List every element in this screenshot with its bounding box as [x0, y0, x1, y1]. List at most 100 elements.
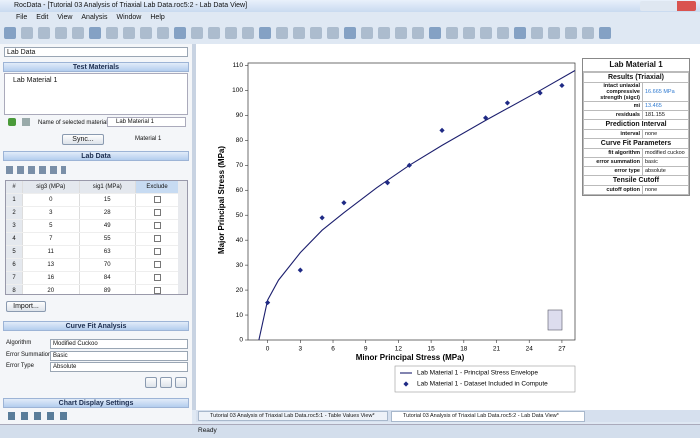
display-tools[interactable]	[8, 412, 68, 420]
tab[interactable]: Tutorial 03 Analysis of Triaxial Lab Dat…	[391, 411, 585, 422]
x-tick-label: 15	[428, 346, 436, 353]
toolbar-button[interactable]	[174, 27, 186, 39]
checkbox[interactable]	[153, 273, 161, 281]
section-header[interactable]: Test Materials	[3, 62, 189, 72]
field-label: Error Type	[6, 363, 34, 369]
section-row: Curve Fit Parameters	[583, 138, 689, 149]
toolbar-button[interactable]	[21, 27, 33, 39]
toolbar-button[interactable]	[225, 27, 237, 39]
toolbar-button[interactable]	[4, 27, 16, 39]
toolbar-button[interactable]	[548, 27, 560, 39]
info-row: error type absolute	[583, 166, 689, 176]
toolbar-button[interactable]	[412, 27, 424, 39]
exclude-cell	[135, 258, 179, 272]
toolbar-button[interactable]	[123, 27, 135, 39]
toolbar-button[interactable]	[599, 27, 611, 39]
cell: 7	[6, 271, 23, 285]
legend-label: Lab Material 1 - Dataset Included in Com…	[417, 381, 548, 388]
sync-button[interactable]: Sync...	[62, 134, 104, 145]
toolbar-button[interactable]	[446, 27, 458, 39]
menu-item[interactable]: Edit	[36, 14, 49, 21]
toolbar-button[interactable]	[55, 27, 67, 39]
splitter[interactable]	[192, 44, 196, 410]
toolbar-button[interactable]	[361, 27, 373, 39]
cell: 2	[6, 206, 23, 220]
toolbar-button[interactable]	[293, 27, 305, 39]
checkbox[interactable]	[153, 208, 161, 216]
add-button[interactable]	[8, 118, 16, 126]
checkbox[interactable]	[153, 221, 161, 229]
toolbar-button[interactable]	[310, 27, 322, 39]
section-header[interactable]: Curve Fit Analysis	[3, 321, 189, 331]
toolbar-button[interactable]	[208, 27, 220, 39]
toolbar-button[interactable]	[344, 27, 356, 39]
toolbar-button[interactable]	[242, 27, 254, 39]
table-tools[interactable]	[6, 166, 66, 174]
data-point	[559, 82, 565, 89]
scrollbar[interactable]	[178, 181, 187, 294]
toolbar-button[interactable]	[327, 27, 339, 39]
section-title: Results (Triaxial)	[583, 72, 689, 83]
toolbar-button[interactable]	[395, 27, 407, 39]
field-select[interactable]: Absolute	[50, 362, 188, 372]
table-row: 6 13 70	[6, 258, 179, 272]
toolbar-button[interactable]	[531, 27, 543, 39]
toolbar-button[interactable]	[565, 27, 577, 39]
toolbar-button[interactable]	[429, 27, 441, 39]
info-label: error summation	[583, 157, 643, 167]
exclude-cell	[135, 206, 179, 220]
cell: 13	[22, 258, 80, 272]
toolbar-button[interactable]	[38, 27, 50, 39]
section-header[interactable]: Chart Display Settings	[3, 398, 189, 408]
menu-item[interactable]: File	[16, 14, 28, 21]
checkbox[interactable]	[153, 247, 161, 255]
toolbar-button[interactable]	[157, 27, 169, 39]
menu-item[interactable]: Window	[116, 14, 142, 21]
checkbox[interactable]	[153, 195, 161, 203]
material-label: Material 1	[135, 136, 162, 142]
x-tick-label: 6	[331, 346, 335, 353]
tool-button[interactable]	[160, 377, 172, 388]
menu-item[interactable]: View	[57, 14, 73, 21]
checkbox[interactable]	[153, 286, 161, 294]
column-header: Exclude	[135, 181, 179, 194]
menu-item[interactable]: Help	[150, 14, 165, 21]
cell: 16	[22, 271, 80, 285]
toolbar-button[interactable]	[106, 27, 118, 39]
material-item[interactable]: Lab Material 1	[13, 77, 58, 84]
toolbar-button[interactable]	[276, 27, 288, 39]
toolbar-button[interactable]	[378, 27, 390, 39]
tool-button[interactable]	[175, 377, 187, 388]
menu-item[interactable]: Analysis	[81, 14, 108, 21]
toolbar-button[interactable]	[72, 27, 84, 39]
toolbar-button[interactable]	[259, 27, 271, 39]
data-point	[319, 215, 325, 221]
toolbar-button[interactable]	[463, 27, 475, 39]
tab-bar: Tutorial 03 Analysis of Triaxial Lab Dat…	[196, 410, 700, 422]
delete-button[interactable]	[22, 118, 30, 126]
tab[interactable]: Tutorial 03 Analysis of Triaxial Lab Dat…	[198, 411, 388, 421]
toolbar-button[interactable]	[140, 27, 152, 39]
name-input[interactable]: Lab Material 1	[107, 117, 186, 127]
checkbox[interactable]	[153, 234, 161, 242]
help-button[interactable]	[145, 377, 157, 388]
toolbar-button[interactable]	[514, 27, 526, 39]
cell: 7	[22, 232, 80, 246]
field-select[interactable]: Basic	[50, 350, 188, 361]
toolbar-button[interactable]	[191, 27, 203, 39]
view-dropdown[interactable]: Lab Data	[4, 47, 188, 57]
window-controls[interactable]	[640, 1, 696, 11]
toolbar-button[interactable]	[497, 27, 509, 39]
y-tick-label: 110	[233, 62, 244, 69]
cell: 63	[79, 245, 136, 259]
table-row: 4 7 55	[6, 232, 179, 246]
field-select[interactable]: Modified Cuckoo	[50, 339, 188, 349]
data-point	[537, 90, 543, 96]
import-button[interactable]: Import...	[6, 301, 46, 312]
toolbar-button[interactable]	[582, 27, 594, 39]
toolbar-button[interactable]	[480, 27, 492, 39]
toolbar-button[interactable]	[89, 27, 101, 39]
section-header[interactable]: Lab Data	[3, 151, 189, 161]
checkbox[interactable]	[153, 260, 161, 268]
info-value: 181.155	[642, 110, 689, 120]
